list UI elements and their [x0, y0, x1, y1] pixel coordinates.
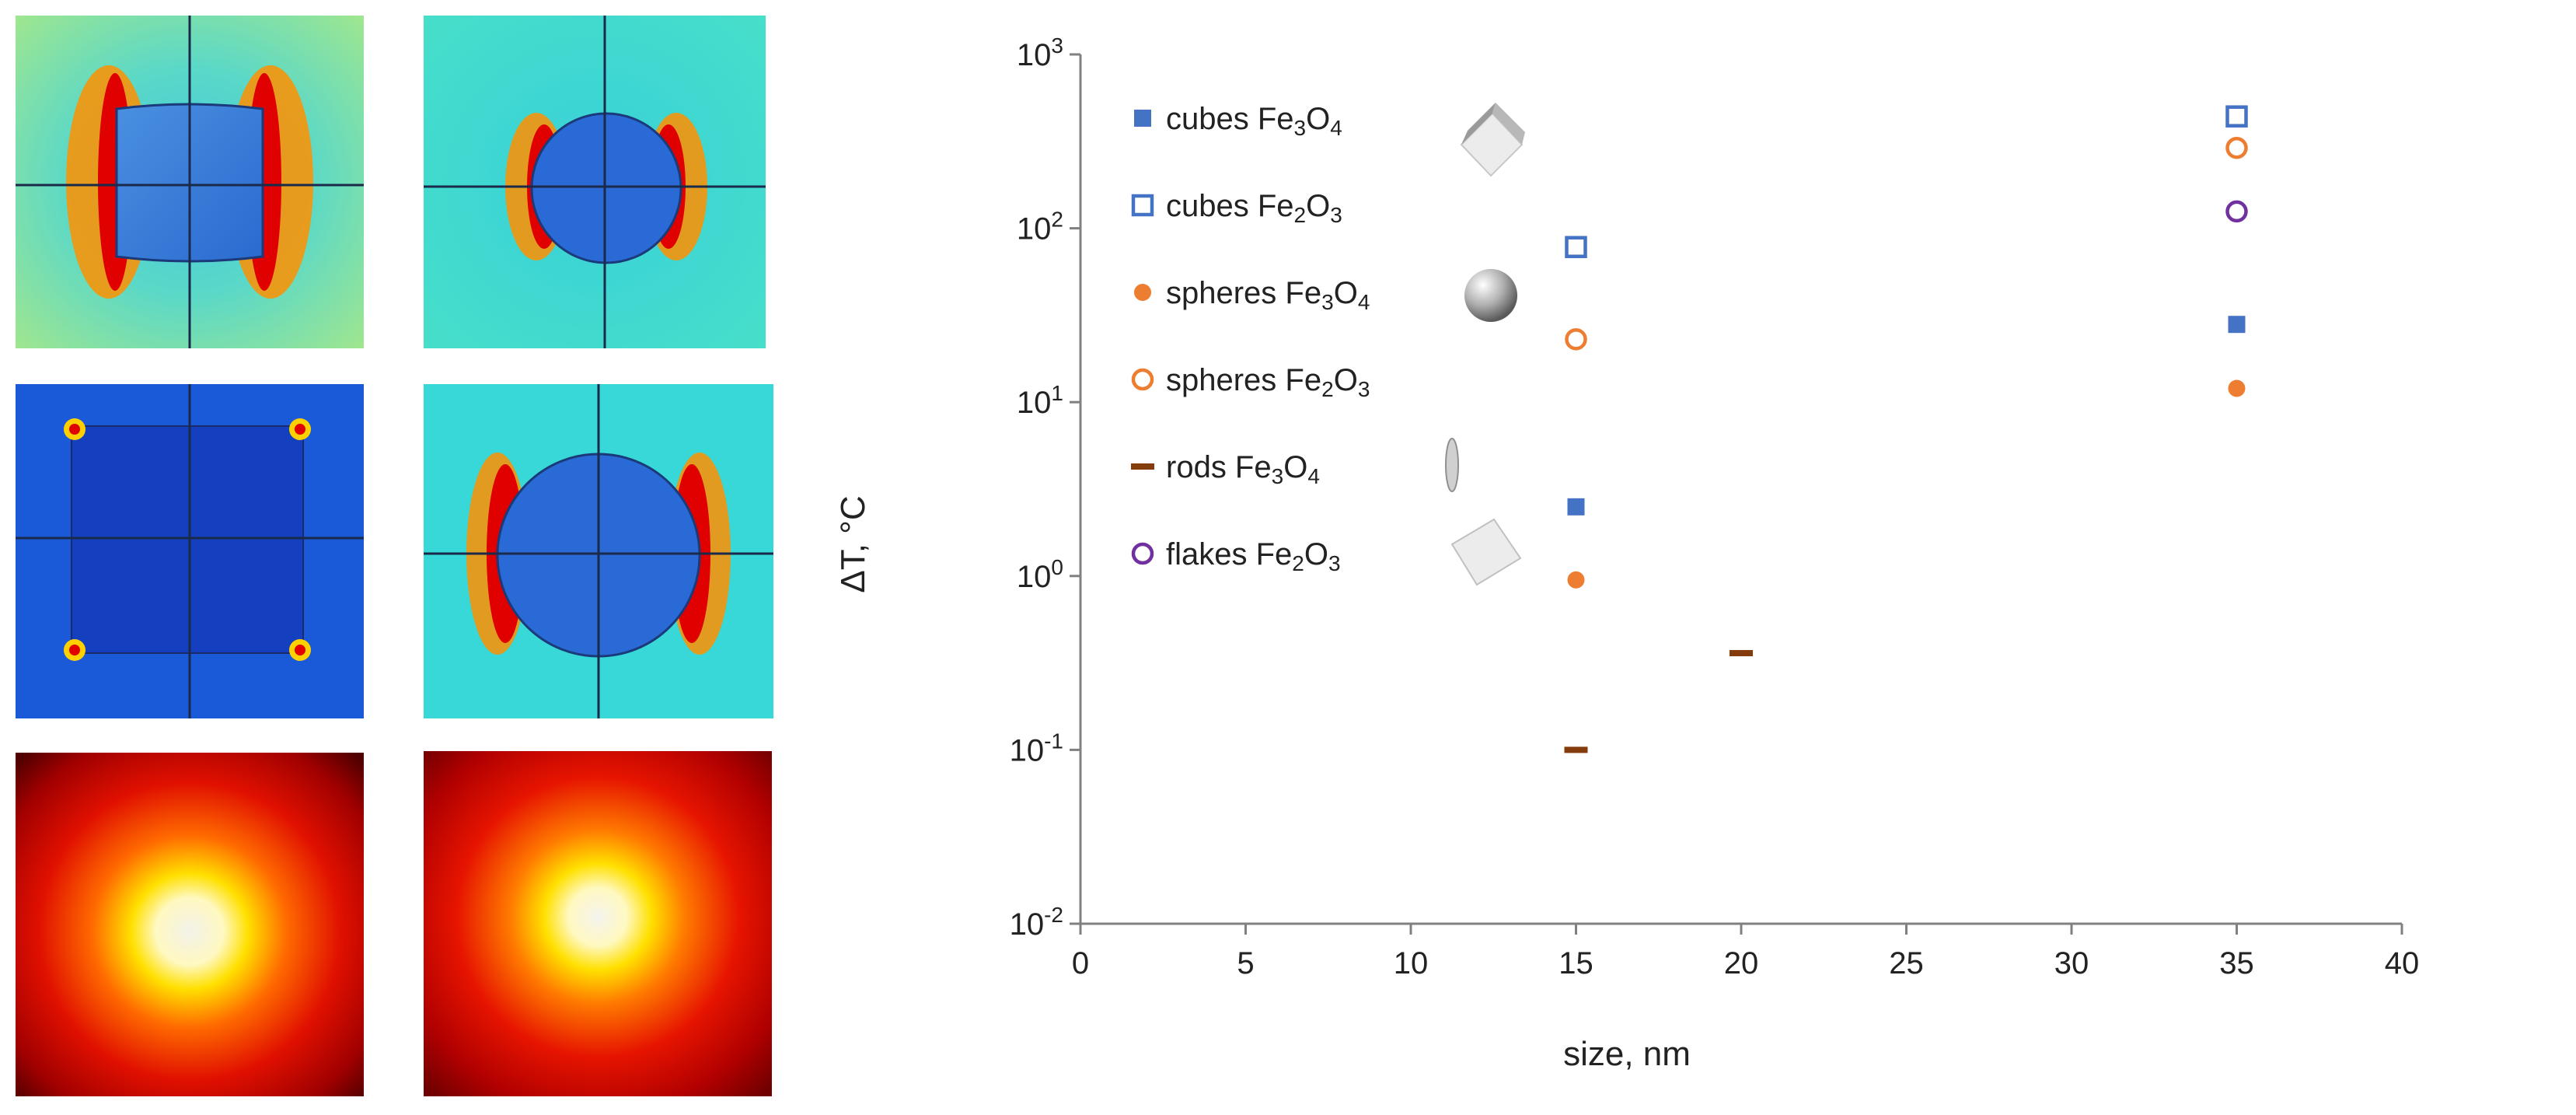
data-point-spheres-fe2o3 [1565, 328, 1587, 351]
data-point-spheres-fe2o3 [2225, 136, 2248, 159]
x-tick-label: 15 [1559, 946, 1593, 980]
x-axis-label: size, nm [1563, 1035, 1691, 1073]
panel-sphere-field-top [424, 16, 766, 348]
data-points [1564, 105, 2248, 753]
legend-marker [1134, 110, 1151, 127]
y-tick-label: 103 [1017, 33, 1063, 72]
legend-marker [1131, 463, 1154, 470]
data-point-flakes-fe2o3 [2225, 200, 2248, 223]
x-tick-label: 10 [1394, 946, 1429, 980]
legend-entry: cubes Fe2O3 [1131, 189, 1342, 227]
data-point-cubes-fe2o3 [1565, 236, 1587, 258]
legend-marker [1131, 542, 1154, 565]
x-tick-label: 40 [2385, 946, 2420, 980]
legend-entry: spheres Fe3O4 [1134, 276, 1370, 314]
legend-label: spheres Fe3O4 [1166, 276, 1370, 314]
legend-label: cubes Fe3O4 [1166, 102, 1342, 140]
data-point-spheres-fe3o4 [2228, 379, 2246, 397]
y-tick-label: 102 [1017, 208, 1063, 246]
panel-heat-map-sphere [424, 751, 772, 1096]
tick-labels: 103 102 101 100 10-1 10-2 0 5 10 15 20 25 30 35 40 [1010, 33, 2420, 980]
data-point-cubes-fe3o4 [2228, 316, 2246, 334]
y-tick-label: 101 [1017, 381, 1063, 420]
field-map-panels [16, 16, 773, 1096]
legend-entry: flakes Fe2O3 [1131, 537, 1341, 575]
chart: 103 102 101 100 10-1 10-2 0 5 10 15 20 25 30 35 40 cub… [834, 33, 2420, 1073]
axes [1070, 53, 2403, 935]
legend-marker [1131, 194, 1154, 217]
x-tick-label: 30 [2054, 946, 2089, 980]
data-point-rods-fe3o4 [1564, 746, 1588, 753]
data-point-spheres-fe3o4 [1567, 571, 1585, 589]
x-tick-label: 5 [1237, 946, 1254, 980]
y-tick-label: 100 [1017, 555, 1063, 594]
shape-icons [1445, 103, 1525, 586]
rod-icon [1445, 438, 1459, 492]
x-tick-label: 20 [1724, 946, 1759, 980]
data-point-cubes-fe3o4 [1567, 498, 1585, 516]
legend-entry: cubes Fe3O4 [1134, 102, 1342, 140]
legend-marker [1134, 284, 1151, 301]
data-point-cubes-fe2o3 [2225, 105, 2248, 128]
legend-label: cubes Fe2O3 [1166, 189, 1342, 227]
flake-icon [1450, 518, 1522, 586]
y-tick-label: 10-2 [1010, 903, 1063, 942]
legend-label: spheres Fe2O3 [1166, 363, 1370, 401]
sphere-icon [1464, 269, 1517, 322]
legend: cubes Fe3O4 cubes Fe2O3 spheres Fe3O4 spher… [1131, 102, 1525, 586]
x-tick-label: 35 [2219, 946, 2254, 980]
data-point-rods-fe3o4 [1730, 650, 1753, 657]
y-axis-label: ΔT, °C [834, 495, 872, 592]
x-tick-label: 25 [1889, 946, 1924, 980]
legend-entry: rods Fe3O4 [1131, 450, 1320, 488]
legend-label: flakes Fe2O3 [1166, 537, 1341, 575]
panel-heat-map-cube [16, 753, 364, 1096]
panel-cube-field-middle [16, 384, 364, 718]
y-tick-label: 10-1 [1010, 729, 1063, 767]
legend-marker [1131, 368, 1154, 391]
legend-label: rods Fe3O4 [1166, 450, 1320, 488]
legend-entry: spheres Fe2O3 [1131, 363, 1370, 401]
panel-sphere-field-middle [424, 384, 773, 718]
cube-icon [1460, 103, 1525, 177]
panel-cube-field-top [16, 16, 364, 348]
x-tick-label: 0 [1072, 946, 1089, 980]
